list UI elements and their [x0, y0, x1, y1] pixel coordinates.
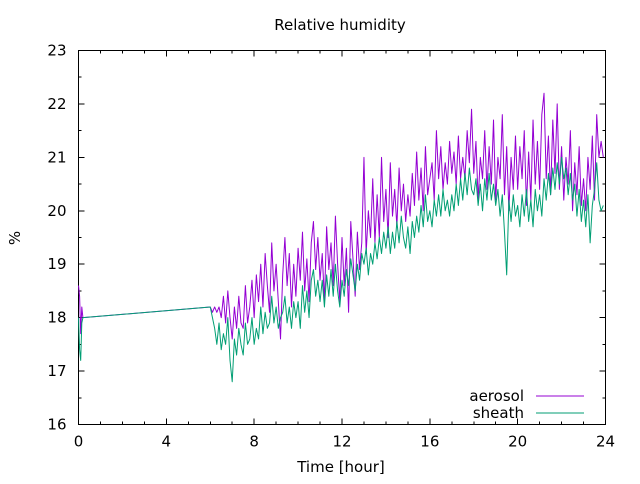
y-tick-label: 20 [47, 202, 66, 220]
y-tick-label: 21 [47, 148, 66, 166]
x-tick-label: 8 [249, 433, 259, 451]
series-line-aerosol [78, 92, 604, 340]
x-tick-label: 16 [420, 433, 439, 451]
y-tick-label: 19 [47, 255, 66, 273]
x-tick-label: 20 [508, 433, 527, 451]
ticks-layer: 0 4 8 12 16 20 24 16 17 18 19 20 21 22 23 [47, 42, 615, 451]
chart-title: Relative humidity [274, 16, 406, 34]
y-tick-label: 16 [47, 416, 66, 434]
y-tick-label: 18 [47, 309, 66, 327]
y-tick-label: 17 [47, 362, 66, 380]
series-layer [78, 92, 604, 383]
x-axis-label: Time [hour] [296, 458, 385, 476]
x-tick-label: 12 [332, 433, 351, 451]
x-tick-label: 0 [74, 433, 84, 451]
y-tick-label: 22 [47, 95, 66, 113]
x-tick-label: 4 [162, 433, 172, 451]
legend-label-aerosol: aerosol [469, 387, 524, 405]
y-tick-label: 23 [47, 42, 66, 60]
series-line-sheath [78, 156, 604, 383]
legend-label-sheath: sheath [473, 404, 524, 422]
x-tick-label: 24 [596, 433, 615, 451]
y-axis-label: % [6, 231, 24, 245]
